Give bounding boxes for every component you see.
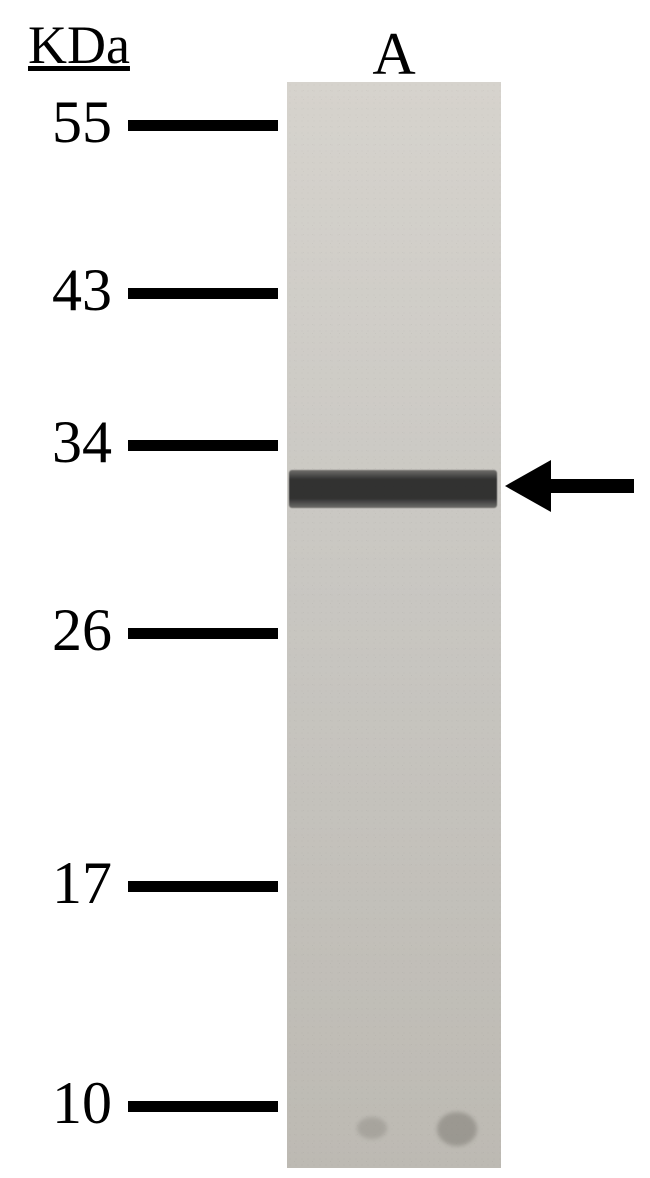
- arrow-shaft: [549, 479, 634, 493]
- western-blot-figure: KDaA554334261710: [0, 0, 650, 1178]
- band-arrow-icon: [0, 0, 650, 1178]
- arrow-head: [505, 460, 551, 512]
